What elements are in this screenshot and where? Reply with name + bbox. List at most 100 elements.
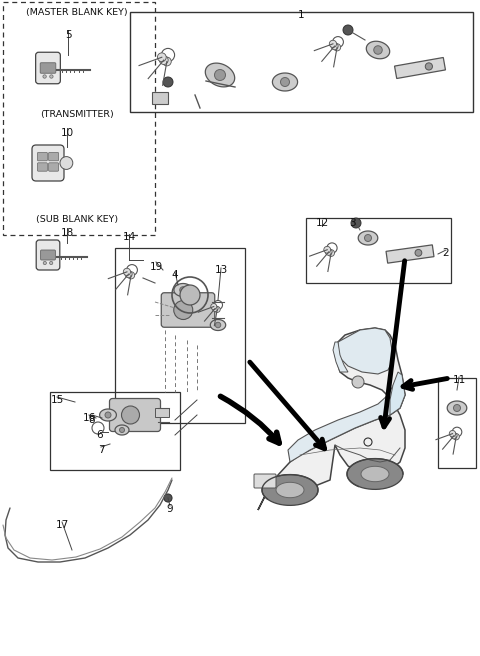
Text: 7: 7 bbox=[98, 445, 104, 455]
Polygon shape bbox=[276, 482, 304, 498]
Text: 2: 2 bbox=[443, 248, 449, 258]
Polygon shape bbox=[210, 319, 226, 331]
Circle shape bbox=[415, 249, 422, 256]
Text: 10: 10 bbox=[60, 128, 73, 138]
Circle shape bbox=[215, 322, 221, 328]
Circle shape bbox=[180, 287, 186, 293]
Text: 5: 5 bbox=[65, 30, 72, 40]
Circle shape bbox=[215, 70, 226, 81]
Circle shape bbox=[453, 434, 459, 440]
Polygon shape bbox=[258, 328, 405, 510]
FancyBboxPatch shape bbox=[48, 152, 59, 161]
Text: 1: 1 bbox=[298, 10, 304, 20]
Circle shape bbox=[454, 405, 460, 411]
Circle shape bbox=[120, 428, 124, 432]
Text: (SUB BLANK KEY): (SUB BLANK KEY) bbox=[36, 215, 118, 224]
Circle shape bbox=[43, 261, 47, 264]
Circle shape bbox=[163, 77, 173, 87]
Circle shape bbox=[364, 234, 372, 241]
Circle shape bbox=[325, 249, 332, 255]
Circle shape bbox=[451, 432, 457, 439]
Polygon shape bbox=[338, 328, 392, 374]
Polygon shape bbox=[447, 401, 467, 415]
Bar bbox=[438, 378, 476, 468]
Circle shape bbox=[159, 56, 168, 64]
Polygon shape bbox=[273, 73, 298, 91]
Circle shape bbox=[212, 306, 218, 312]
Circle shape bbox=[352, 376, 364, 388]
Circle shape bbox=[334, 44, 341, 51]
Circle shape bbox=[180, 285, 200, 305]
Circle shape bbox=[329, 40, 336, 47]
Circle shape bbox=[174, 300, 193, 319]
Text: 19: 19 bbox=[149, 262, 163, 272]
FancyBboxPatch shape bbox=[254, 474, 276, 488]
Text: 17: 17 bbox=[55, 520, 69, 530]
Text: 14: 14 bbox=[122, 232, 136, 242]
Polygon shape bbox=[386, 245, 434, 263]
Bar bbox=[155, 408, 169, 417]
Circle shape bbox=[351, 218, 361, 228]
Polygon shape bbox=[288, 375, 405, 462]
Circle shape bbox=[49, 261, 53, 264]
Circle shape bbox=[343, 25, 353, 35]
Circle shape bbox=[60, 157, 73, 169]
Circle shape bbox=[374, 46, 382, 54]
Circle shape bbox=[328, 250, 335, 256]
FancyBboxPatch shape bbox=[36, 52, 60, 84]
Text: 18: 18 bbox=[60, 228, 73, 238]
Text: (MASTER BLANK KEY): (MASTER BLANK KEY) bbox=[26, 8, 128, 17]
Circle shape bbox=[121, 406, 140, 424]
Circle shape bbox=[157, 53, 166, 62]
Polygon shape bbox=[205, 63, 235, 87]
Circle shape bbox=[211, 304, 217, 310]
Circle shape bbox=[331, 43, 338, 50]
Polygon shape bbox=[361, 466, 389, 482]
Polygon shape bbox=[174, 283, 192, 297]
Circle shape bbox=[214, 306, 220, 312]
Circle shape bbox=[324, 247, 331, 253]
Polygon shape bbox=[115, 425, 129, 435]
Circle shape bbox=[125, 270, 132, 277]
Circle shape bbox=[123, 268, 131, 276]
Polygon shape bbox=[333, 342, 348, 372]
FancyBboxPatch shape bbox=[37, 163, 48, 171]
Circle shape bbox=[449, 430, 456, 437]
FancyBboxPatch shape bbox=[48, 163, 59, 171]
Polygon shape bbox=[100, 409, 117, 421]
Circle shape bbox=[50, 75, 53, 78]
Circle shape bbox=[164, 494, 172, 502]
Polygon shape bbox=[347, 459, 403, 489]
Text: 6: 6 bbox=[96, 430, 103, 440]
Circle shape bbox=[105, 412, 111, 418]
Polygon shape bbox=[262, 474, 318, 505]
Circle shape bbox=[280, 77, 289, 87]
Bar bbox=[306, 218, 451, 283]
Text: (TRANSMITTER): (TRANSMITTER) bbox=[40, 110, 114, 119]
Text: 13: 13 bbox=[215, 265, 228, 275]
FancyBboxPatch shape bbox=[36, 240, 60, 270]
Circle shape bbox=[43, 75, 46, 78]
FancyBboxPatch shape bbox=[32, 145, 64, 181]
Bar bbox=[50, 392, 180, 470]
Bar bbox=[115, 248, 245, 423]
Text: 3: 3 bbox=[348, 218, 355, 228]
FancyBboxPatch shape bbox=[40, 63, 56, 73]
Text: 16: 16 bbox=[83, 413, 96, 423]
Bar bbox=[152, 92, 168, 104]
FancyBboxPatch shape bbox=[41, 250, 55, 260]
FancyBboxPatch shape bbox=[37, 152, 48, 161]
FancyBboxPatch shape bbox=[109, 398, 160, 432]
Circle shape bbox=[128, 272, 135, 279]
Text: 12: 12 bbox=[315, 218, 329, 228]
Polygon shape bbox=[366, 41, 390, 59]
Polygon shape bbox=[395, 58, 445, 79]
Text: 15: 15 bbox=[50, 395, 64, 405]
Bar bbox=[130, 12, 473, 112]
Text: 4: 4 bbox=[172, 270, 178, 280]
FancyBboxPatch shape bbox=[161, 293, 215, 327]
Circle shape bbox=[162, 57, 171, 66]
Polygon shape bbox=[390, 372, 405, 415]
Bar bbox=[3, 2, 155, 235]
Text: 8: 8 bbox=[89, 415, 96, 425]
